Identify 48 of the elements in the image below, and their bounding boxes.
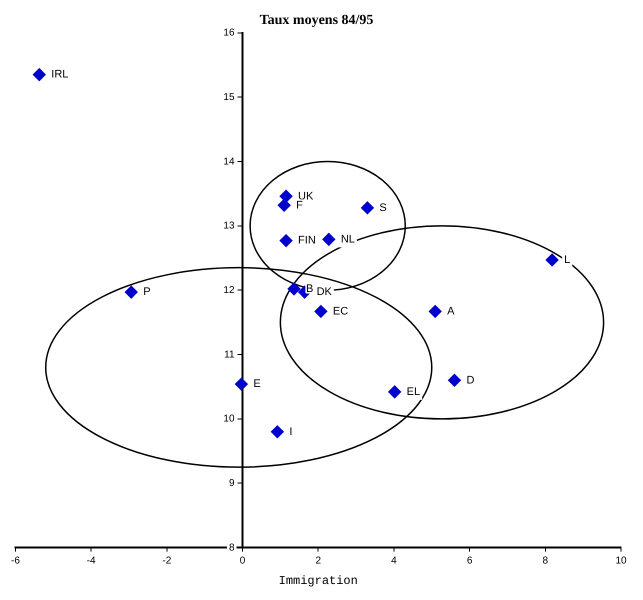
annotation: E [253,378,261,390]
annotation: P [143,286,151,298]
x-tick-label: 8 [542,555,549,566]
y-tick-label: 14 [223,156,235,168]
annotation: D [466,374,474,386]
x-tick-label: 10 [615,555,627,566]
y-tick-label: 11 [224,349,235,360]
point [448,374,461,387]
x-tick-label: 2 [315,555,322,566]
x-tick-label: -4 [86,555,96,566]
point [278,198,291,212]
point [314,304,328,318]
point [124,286,138,299]
y-tick-label: 10 [223,414,235,425]
x-axis-title: Immigration [278,574,358,588]
point [270,425,284,438]
point [322,232,336,246]
y-tick-label: 15 [223,92,235,103]
point [280,190,293,203]
y-tick-label: 13 [223,220,235,232]
annotation: DK [316,286,333,298]
x-tick-label: 0 [240,555,246,566]
y-tick-label: 8 [228,542,235,554]
annotation: NL [340,233,355,246]
annotation: A [447,305,456,318]
point [32,68,46,82]
point [234,378,248,391]
annotation: EC [332,305,348,318]
annotation: I [289,426,292,438]
annotation: S [379,202,387,214]
point [360,201,374,214]
annotation: IRL [51,68,68,81]
annotation: L [564,254,570,266]
annotation: FIN [298,234,316,247]
y-tick-label: 16 [223,28,235,39]
x-tick-label: -6 [10,555,20,566]
point [388,385,402,398]
annotation: EL [406,386,420,398]
point [280,234,293,248]
x-tick-label: -2 [162,555,172,566]
point [546,253,559,266]
chart-title: Taux moyens 84/95 [260,13,374,28]
x-tick-label: 6 [466,555,473,566]
y-tick-label: 9 [228,478,235,489]
point [428,304,442,318]
point [288,282,300,296]
y-tick-label: 12 [223,284,235,296]
x-tick-label: 4 [391,555,398,566]
